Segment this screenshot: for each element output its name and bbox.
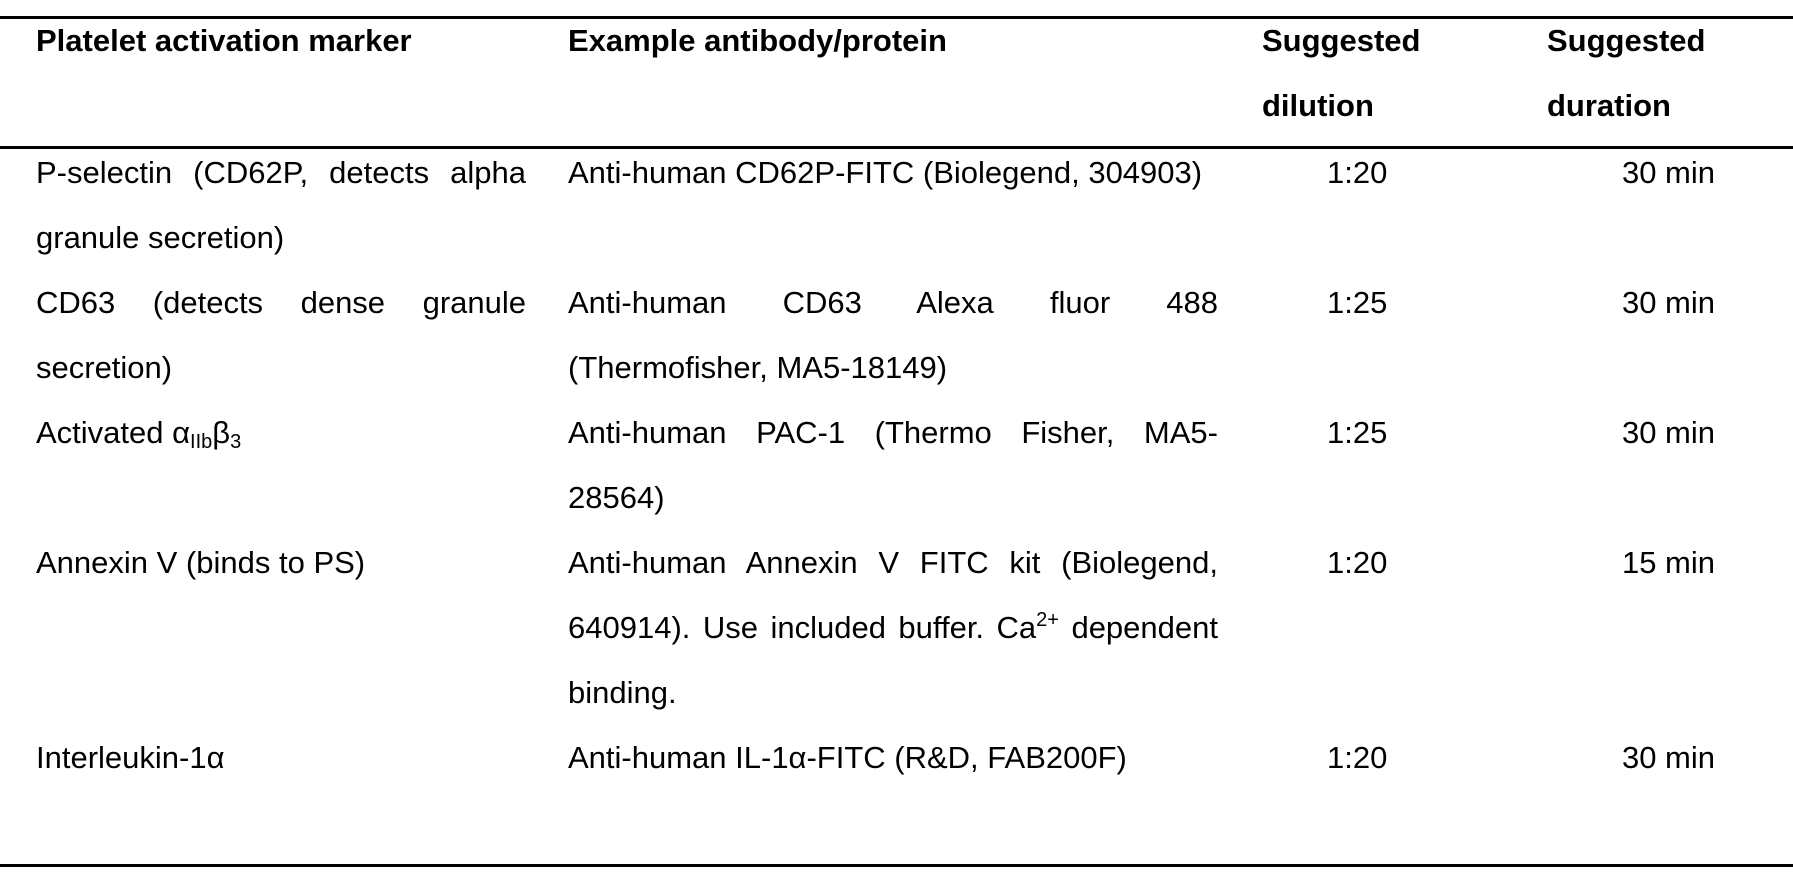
- row-marker: P-selectin (CD62P, detects alpha granule…: [36, 155, 526, 255]
- row-duration: 30 min: [1621, 285, 1715, 320]
- row-marker: Interleukin-1α: [36, 740, 225, 775]
- row-antibody: Anti-human CD62P-FITC (Biolegend, 304903…: [568, 155, 1203, 190]
- row-antibody: Anti-human IL-1α-FITC (R&D, FAB200F): [568, 740, 1127, 775]
- row-duration: 15 min: [1621, 545, 1715, 580]
- row-antibody: Anti-human CD63 Alexa fluor 488 (Thermof…: [568, 285, 1218, 385]
- antibody-superscript: 2+: [1036, 609, 1059, 631]
- row-antibody: Anti-human Annexin V FITC kit (Biolegend…: [568, 530, 1218, 725]
- table-bottom-rule: [0, 864, 1793, 867]
- row-marker: CD63 (detects dense granule secretion): [36, 285, 526, 385]
- row-marker: Annexin V (binds to PS): [36, 545, 366, 580]
- table-header-rule: [0, 146, 1793, 149]
- header-dilution: Suggested dilution: [1262, 23, 1421, 123]
- antibody-text: dependent binding.: [568, 610, 1218, 710]
- row-duration: 30 min: [1621, 740, 1715, 775]
- row-antibody: Anti-human PAC-1 (Thermo Fisher, MA5-285…: [568, 415, 1218, 515]
- row-duration: 30 min: [1621, 155, 1715, 190]
- header-antibody: Example antibody/protein: [568, 23, 947, 58]
- header-marker: Platelet activation marker: [36, 23, 412, 58]
- table-top-rule: [0, 16, 1793, 19]
- row-dilution: 1:20: [1327, 155, 1388, 190]
- marker-text: Activated α: [36, 415, 191, 450]
- header-duration: Suggested duration: [1547, 23, 1706, 123]
- row-dilution: 1:20: [1327, 740, 1388, 775]
- marker-subscript: 3: [230, 431, 242, 453]
- row-marker: Activated αIIbβ3: [36, 400, 526, 465]
- row-duration: 30 min: [1621, 415, 1715, 450]
- antibody-text: Anti-human Annexin V FITC kit (Biolegend…: [568, 545, 1218, 645]
- row-dilution: 1:20: [1327, 545, 1388, 580]
- marker-subscript: IIb: [190, 431, 213, 453]
- marker-text: β: [212, 415, 231, 450]
- row-dilution: 1:25: [1327, 415, 1388, 450]
- row-dilution: 1:25: [1327, 285, 1388, 320]
